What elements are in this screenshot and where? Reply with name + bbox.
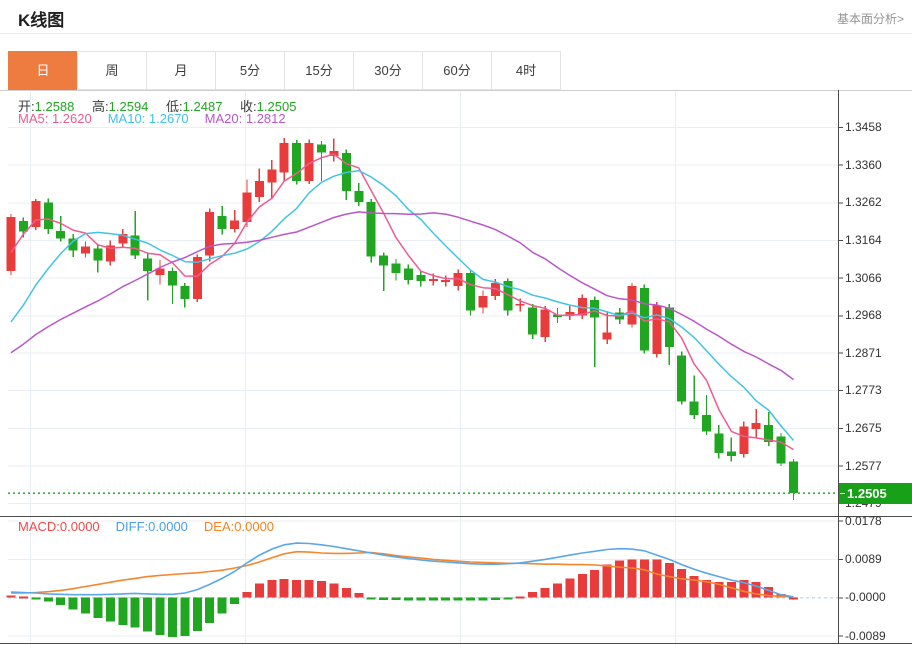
macd-tick-3: -0.0089 xyxy=(845,628,886,643)
price-tick-6: 1.2871 xyxy=(845,345,882,360)
close-legend: 收:1.2505 xyxy=(240,99,297,114)
macd-legend-item-1: DIFF:0.0000 xyxy=(115,519,188,534)
price-tick-3: 1.3164 xyxy=(845,232,882,247)
macd-legend-item-0: MACD:0.0000 xyxy=(18,519,100,534)
chart-gridlines xyxy=(8,90,838,643)
diff-line xyxy=(10,542,794,598)
macd-tick-0: 0.0178 xyxy=(845,513,882,528)
ma20-line xyxy=(10,211,794,381)
timeframe-tabbar: 日周月 5分 15分 30分 60分 4时 xyxy=(8,51,561,90)
page-title: K线图 xyxy=(18,11,65,30)
tab-month[interactable]: 月 xyxy=(146,51,216,90)
low-legend: 低:1.2487 xyxy=(166,99,223,114)
ma-legend-item-1: MA10: 1.2670 xyxy=(107,111,189,126)
price-tick-2: 1.3262 xyxy=(845,195,882,210)
tab-week[interactable]: 周 xyxy=(77,51,147,90)
open-legend: 开:1.2588 xyxy=(18,99,75,114)
ma10-line xyxy=(10,169,795,441)
price-tick-1: 1.3360 xyxy=(845,157,882,172)
tab-day[interactable]: 日 xyxy=(8,51,78,90)
high-legend: 高:1.2594 xyxy=(92,99,149,114)
current-price-tag: 1.2505 xyxy=(839,483,912,504)
macd-legend: MACD:0.0000 DIFF:0.0000 DEA:0.0000 xyxy=(18,519,290,534)
tab-4h[interactable]: 4时 xyxy=(491,51,561,90)
tab-15min[interactable]: 15分 xyxy=(284,51,354,90)
ma-legend-item-0: MA5: 1.2620 xyxy=(18,111,92,126)
ma-legend: MA5: 1.2620 MA10: 1.2670 MA20: 1.2812 xyxy=(18,111,302,126)
chart-frame xyxy=(0,90,912,644)
macd-tick-2: -0.0000 xyxy=(845,590,886,605)
price-tick-7: 1.2773 xyxy=(845,383,882,398)
dea-line xyxy=(11,550,794,598)
ma5-line xyxy=(10,153,794,451)
macd-histogram xyxy=(6,559,798,637)
tab-5min[interactable]: 5分 xyxy=(215,51,285,90)
macd-tick-1: 0.0089 xyxy=(845,552,882,566)
price-tick-8: 1.2675 xyxy=(845,420,882,435)
price-tick-4: 1.3066 xyxy=(845,270,882,285)
tab-60min[interactable]: 60分 xyxy=(422,51,492,90)
price-tick-0: 1.3458 xyxy=(845,120,882,134)
ohlc-legend: 开:1.2588 高:1.2594 低:1.2487 收:1.2505 xyxy=(18,96,310,115)
ma-legend-item-2: MA20: 1.2812 xyxy=(204,111,286,126)
candlesticks xyxy=(6,137,798,501)
price-tick-5: 1.2968 xyxy=(845,308,882,323)
tab-30min[interactable]: 30分 xyxy=(353,51,423,90)
price-tick-9: 1.2577 xyxy=(845,458,882,473)
title-divider xyxy=(0,33,912,34)
macd-legend-item-2: DEA:0.0000 xyxy=(203,519,275,534)
fundamental-analysis-link[interactable]: 基本面分析> xyxy=(836,12,904,26)
